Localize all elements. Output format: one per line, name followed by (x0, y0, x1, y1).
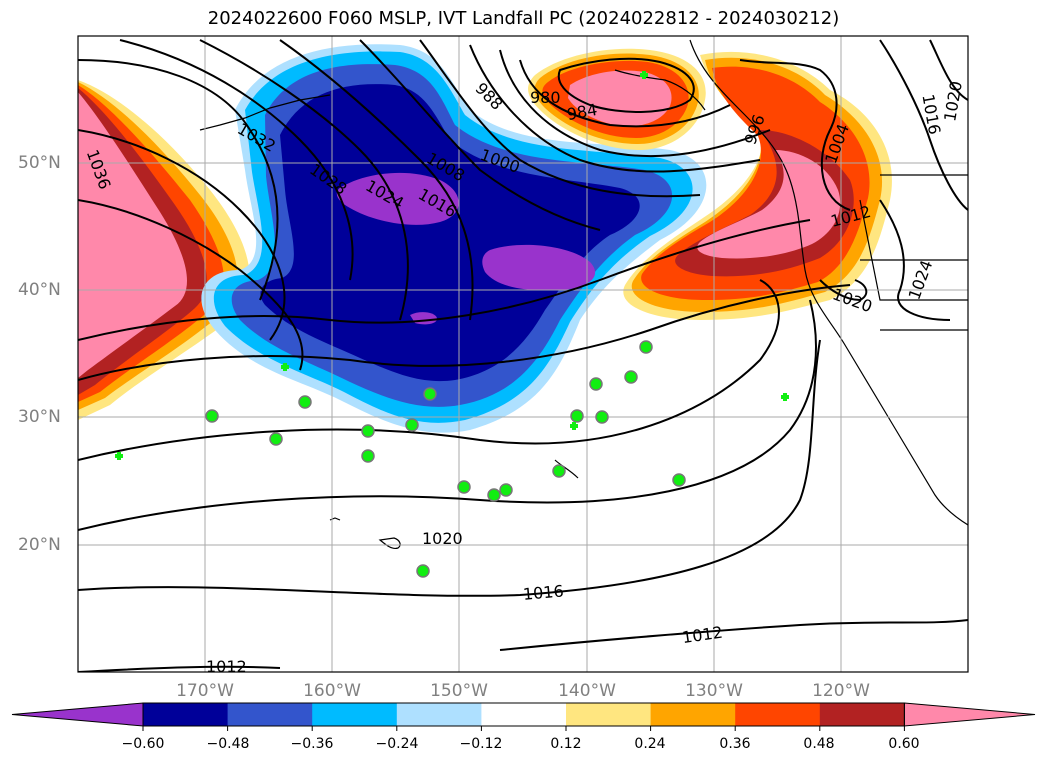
lon-label: 160°W (303, 681, 361, 701)
colorbar-tick-label: 0.12 (550, 736, 582, 752)
obs-cross (570, 422, 578, 430)
isobar-label: 1012 (681, 623, 724, 647)
isobars (78, 39, 968, 672)
obs-point (624, 370, 638, 384)
obs-cross (281, 363, 289, 371)
map-frame (77, 35, 969, 673)
obs-point (405, 418, 419, 432)
colorbar-segment (396, 703, 482, 726)
positive-anomaly-west (78, 80, 250, 420)
colorbar-over-extension (903, 702, 1036, 727)
isobar-label: 1020 (422, 529, 463, 548)
map-title: 2024022600 F060 MSLP, IVT Landfall PC (2… (207, 8, 840, 29)
colorbar-segment (650, 703, 736, 726)
colorbar-tick-label: 0.36 (719, 736, 751, 752)
isobar-label: 1020 (940, 80, 966, 123)
lat-label: 50°N (18, 153, 61, 173)
obs-cross (115, 452, 123, 460)
isobar-label: 988 (472, 79, 507, 114)
obs-cross (781, 393, 789, 401)
isobar-label: 1024 (905, 258, 937, 303)
positive-anomaly-east (623, 51, 892, 321)
obs-point (269, 432, 283, 446)
obs-point (298, 395, 312, 409)
colorbar-segment (819, 703, 905, 726)
lon-label: 170°W (176, 681, 234, 701)
colorbar (11, 702, 1036, 731)
colorbar-tick-label: 0.24 (634, 736, 666, 752)
lon-label: 130°W (685, 681, 743, 701)
obs-point (487, 488, 501, 502)
obs-point (595, 410, 609, 424)
colorbar-segment (481, 703, 567, 726)
colorbar-tick-label: 0.60 (888, 736, 920, 752)
colorbar-segment (143, 703, 229, 726)
obs-point (457, 480, 471, 494)
colorbar-tick-label: −0.24 (375, 736, 419, 752)
coastlines (199, 39, 968, 550)
colorbar-tick-label: −0.36 (290, 736, 334, 752)
isobar-label: 1012 (206, 657, 247, 676)
colorbar-under-extension (11, 702, 144, 727)
isobar-label: 1020 (830, 284, 875, 316)
obs-point (552, 464, 566, 478)
obs-point (423, 387, 437, 401)
colorbar-segment (312, 703, 398, 726)
obs-point (639, 340, 653, 354)
colorbar-tick-label: −0.48 (206, 736, 250, 752)
colorbar-segment (735, 703, 821, 726)
obs-point (672, 473, 686, 487)
obs-point (361, 424, 375, 438)
obs-point (589, 377, 603, 391)
obs-point (570, 409, 584, 423)
colorbar-tick-label: −0.12 (459, 736, 503, 752)
colorbar-segment (566, 703, 652, 726)
lon-label: 150°W (430, 681, 488, 701)
obs-cross (640, 71, 648, 79)
observation-markers (115, 71, 789, 578)
colorbar-segment (227, 703, 313, 726)
lat-label: 30°N (18, 407, 61, 427)
isobar-label: 980 (530, 88, 561, 107)
colorbar-tick-label: −0.60 (121, 736, 165, 752)
colorbar-tick-label: 0.48 (803, 736, 835, 752)
lon-label: 120°W (812, 681, 870, 701)
colorbar-frame (142, 702, 905, 727)
isobar-label: 1016 (522, 581, 564, 603)
lon-label: 140°W (558, 681, 616, 701)
obs-point (416, 564, 430, 578)
lat-label: 20°N (18, 535, 61, 555)
obs-point (205, 409, 219, 423)
obs-point (361, 449, 375, 463)
obs-point (499, 483, 513, 497)
gridlines (78, 36, 968, 672)
lat-label: 40°N (18, 280, 61, 300)
